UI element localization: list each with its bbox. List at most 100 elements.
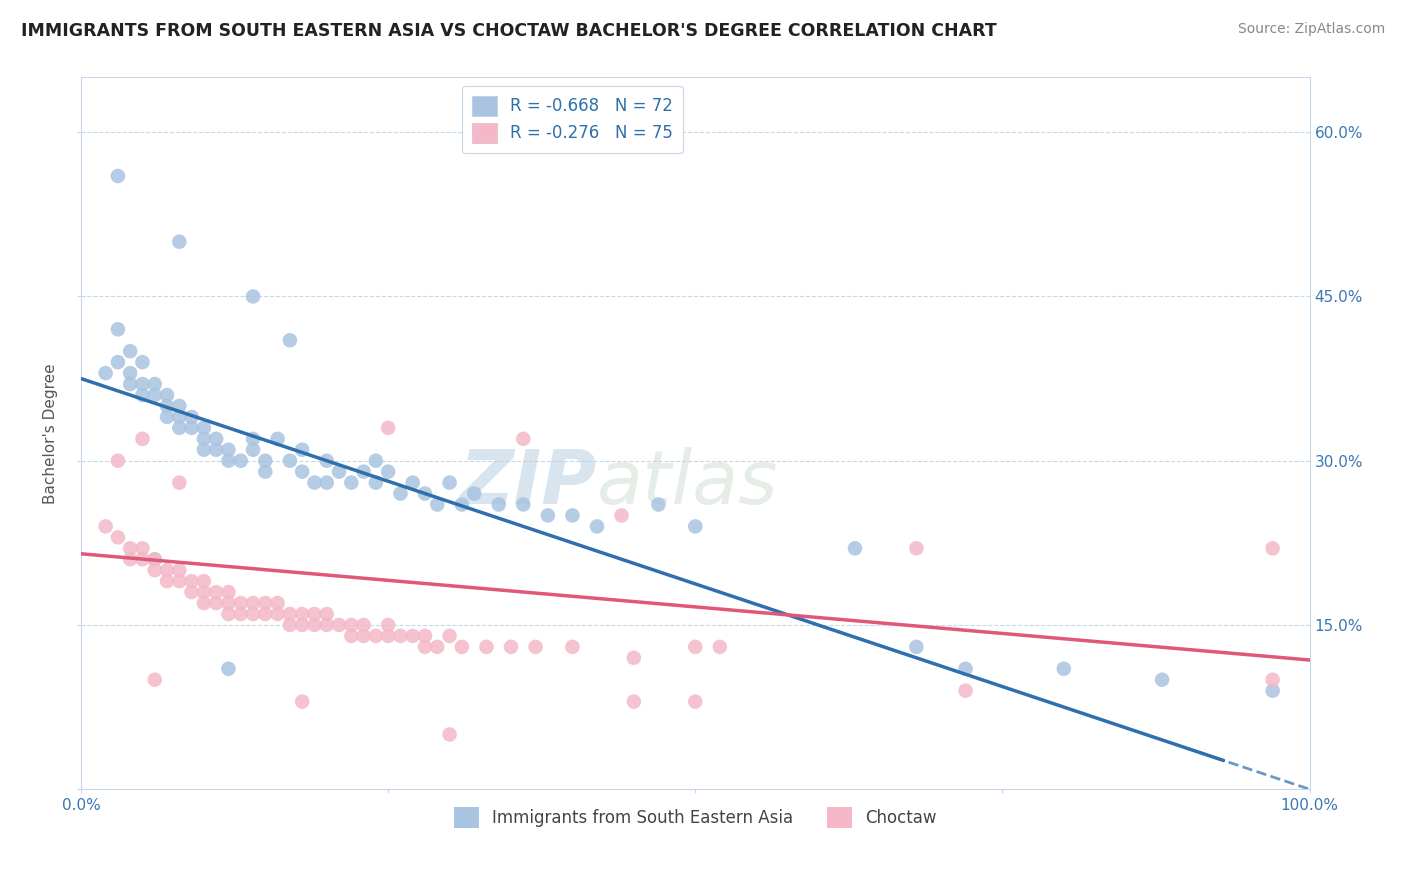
Point [291,465,314,479]
Point [623,650,645,665]
Point [561,508,583,523]
Text: Source: ZipAtlas.com: Source: ZipAtlas.com [1237,22,1385,37]
Point [537,508,560,523]
Point [328,618,350,632]
Point [254,607,277,621]
Point [377,465,399,479]
Point [439,629,461,643]
Point [304,607,326,621]
Point [377,629,399,643]
Point [94,519,117,533]
Point [193,421,215,435]
Point [1053,662,1076,676]
Point [315,607,337,621]
Point [291,607,314,621]
Point [169,421,191,435]
Point [217,596,239,610]
Point [291,442,314,457]
Point [364,453,387,467]
Point [905,640,928,654]
Point [1261,541,1284,556]
Point [685,519,707,533]
Point [340,629,363,643]
Point [364,629,387,643]
Point [169,574,191,589]
Point [156,399,179,413]
Point [685,640,707,654]
Point [623,695,645,709]
Point [304,618,326,632]
Point [107,322,129,336]
Point [143,563,166,577]
Point [340,475,363,490]
Point [143,552,166,566]
Point [180,421,202,435]
Point [364,475,387,490]
Point [120,541,142,556]
Point [291,695,314,709]
Point [266,432,288,446]
Point [156,388,179,402]
Point [169,475,191,490]
Text: ZIP: ZIP [460,447,598,520]
Point [94,366,117,380]
Point [131,552,153,566]
Point [107,530,129,544]
Point [278,453,301,467]
Point [131,541,153,556]
Point [217,442,239,457]
Point [180,409,202,424]
Point [120,366,142,380]
Point [242,432,264,446]
Point [647,498,669,512]
Point [169,409,191,424]
Point [377,421,399,435]
Point [143,388,166,402]
Point [278,333,301,347]
Point [426,640,449,654]
Point [180,585,202,599]
Point [120,344,142,359]
Point [402,475,425,490]
Point [143,377,166,392]
Point [402,629,425,643]
Point [685,695,707,709]
Text: IMMIGRANTS FROM SOUTH EASTERN ASIA VS CHOCTAW BACHELOR'S DEGREE CORRELATION CHAR: IMMIGRANTS FROM SOUTH EASTERN ASIA VS CH… [21,22,997,40]
Point [107,355,129,369]
Point [143,673,166,687]
Point [120,377,142,392]
Point [586,519,609,533]
Point [193,585,215,599]
Point [463,486,485,500]
Point [193,574,215,589]
Point [254,596,277,610]
Point [315,618,337,632]
Point [389,486,412,500]
Point [217,607,239,621]
Point [107,453,129,467]
Point [169,399,191,413]
Point [266,596,288,610]
Point [426,498,449,512]
Point [217,585,239,599]
Point [229,596,252,610]
Point [353,629,375,643]
Text: atlas: atlas [598,447,779,519]
Point [439,727,461,741]
Point [389,629,412,643]
Point [488,498,510,512]
Point [499,640,522,654]
Point [131,388,153,402]
Point [512,432,534,446]
Point [340,618,363,632]
Point [180,574,202,589]
Point [955,683,977,698]
Point [156,563,179,577]
Point [450,640,472,654]
Point [229,607,252,621]
Point [905,541,928,556]
Point [561,640,583,654]
Point [475,640,498,654]
Point [328,465,350,479]
Point [315,475,337,490]
